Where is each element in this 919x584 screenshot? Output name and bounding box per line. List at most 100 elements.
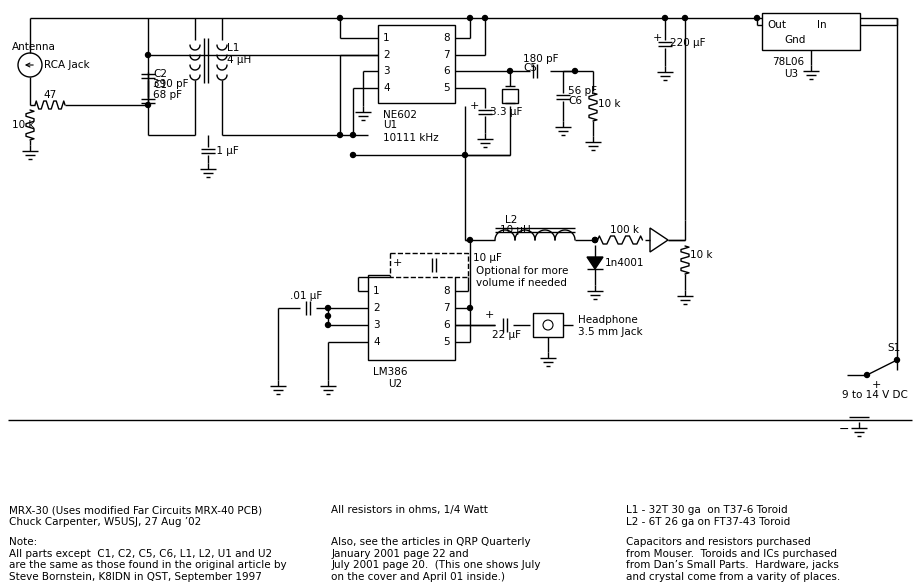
- Text: 1: 1: [372, 286, 380, 296]
- Polygon shape: [586, 257, 602, 269]
- Circle shape: [572, 68, 577, 74]
- Circle shape: [467, 305, 472, 311]
- Text: 10111 kHz: 10111 kHz: [382, 133, 438, 143]
- Text: 10 k: 10 k: [12, 120, 35, 130]
- Text: Antenna: Antenna: [12, 42, 56, 52]
- Text: 3.3 μF: 3.3 μF: [490, 107, 522, 117]
- Text: 3: 3: [382, 66, 390, 76]
- Circle shape: [325, 314, 330, 318]
- Text: L1: L1: [227, 43, 239, 53]
- Text: S1: S1: [886, 343, 900, 353]
- Text: .01 μF: .01 μF: [289, 291, 322, 301]
- Text: 2: 2: [382, 50, 390, 60]
- Bar: [390, 253, 468, 277]
- Text: −: −: [838, 422, 848, 436]
- Text: 10 k: 10 k: [597, 99, 619, 109]
- Text: 7: 7: [443, 303, 449, 313]
- Text: +: +: [871, 380, 880, 390]
- Text: C2: C2: [153, 69, 167, 79]
- Text: 10 μH: 10 μH: [499, 225, 530, 235]
- Text: Headphone: Headphone: [577, 315, 637, 325]
- Text: +: +: [484, 310, 494, 320]
- Text: U3: U3: [783, 69, 798, 79]
- Text: 1n4001: 1n4001: [605, 258, 644, 268]
- Bar: [761, 13, 859, 50]
- Bar: [532, 313, 562, 337]
- Circle shape: [864, 373, 868, 377]
- Text: LM386: LM386: [372, 367, 407, 377]
- Circle shape: [337, 16, 342, 20]
- Text: RCA Jack: RCA Jack: [44, 60, 89, 70]
- Circle shape: [462, 152, 467, 158]
- Text: 5: 5: [443, 337, 449, 347]
- Text: Note:
All parts except  C1, C2, C5, C6, L1, L2, U1 and U2
are the same as those : Note: All parts except C1, C2, C5, C6, L…: [9, 537, 287, 582]
- Circle shape: [145, 103, 151, 107]
- Circle shape: [662, 16, 667, 20]
- Text: C5: C5: [522, 63, 537, 73]
- Text: L2: L2: [505, 215, 516, 225]
- Circle shape: [145, 53, 151, 57]
- Text: 7: 7: [443, 50, 449, 60]
- Text: All resistors in ohms, 1/4 Watt: All resistors in ohms, 1/4 Watt: [331, 505, 488, 515]
- Circle shape: [754, 16, 759, 20]
- Text: 100 k: 100 k: [609, 225, 639, 235]
- Circle shape: [325, 322, 330, 328]
- Text: .1 μF: .1 μF: [213, 146, 239, 156]
- Text: 78L06: 78L06: [771, 57, 803, 67]
- Text: 4: 4: [372, 337, 380, 347]
- Text: Optional for more: Optional for more: [475, 266, 568, 276]
- Circle shape: [682, 16, 686, 20]
- Text: L1 - 32T 30 ga  on T37-6 Toroid
L2 - 6T 26 ga on FT37-43 Toroid: L1 - 32T 30 ga on T37-6 Toroid L2 - 6T 2…: [625, 505, 789, 527]
- Circle shape: [592, 238, 596, 242]
- Text: +: +: [470, 101, 479, 111]
- Text: 6: 6: [443, 66, 449, 76]
- Text: 8: 8: [443, 286, 449, 296]
- Text: C1: C1: [153, 80, 167, 90]
- Text: 5: 5: [443, 83, 449, 93]
- Text: 220 μF: 220 μF: [669, 38, 705, 48]
- Text: 3: 3: [372, 320, 380, 330]
- Text: MRX-30 (Uses modified Far Circuits MRX-40 PCB)
Chuck Carpenter, W5USJ, 27 Aug ’0: MRX-30 (Uses modified Far Circuits MRX-4…: [9, 505, 262, 527]
- Text: 180 pF: 180 pF: [522, 54, 558, 64]
- Bar: [502, 89, 517, 103]
- Text: 2: 2: [372, 303, 380, 313]
- Text: Out: Out: [766, 20, 785, 30]
- Circle shape: [482, 16, 487, 20]
- Text: In: In: [816, 20, 826, 30]
- Circle shape: [507, 68, 512, 74]
- Text: volume if needed: volume if needed: [475, 278, 566, 288]
- Text: 6: 6: [443, 320, 449, 330]
- Text: +: +: [652, 33, 662, 43]
- Text: 1: 1: [382, 33, 390, 43]
- Circle shape: [592, 238, 596, 242]
- Text: 4: 4: [382, 83, 390, 93]
- Bar: [368, 275, 455, 360]
- Circle shape: [893, 357, 899, 363]
- Text: 22 μF: 22 μF: [492, 330, 520, 340]
- Text: 68 pF: 68 pF: [153, 90, 182, 100]
- Text: 8: 8: [443, 33, 449, 43]
- Text: U2: U2: [388, 379, 402, 389]
- Circle shape: [350, 133, 355, 137]
- Text: 10 k: 10 k: [689, 250, 711, 260]
- Text: U1: U1: [382, 120, 397, 130]
- Circle shape: [467, 238, 472, 242]
- Circle shape: [337, 133, 342, 137]
- Circle shape: [350, 152, 355, 158]
- Text: Gnd: Gnd: [783, 35, 804, 45]
- Text: 3.5 mm Jack: 3.5 mm Jack: [577, 327, 642, 337]
- Text: 390 pF: 390 pF: [153, 79, 188, 89]
- Circle shape: [325, 305, 330, 311]
- Text: +: +: [392, 258, 402, 268]
- Text: 56 pF: 56 pF: [567, 86, 596, 96]
- Text: C6: C6: [567, 96, 582, 106]
- Text: Capacitors and resistors purchased
from Mouser.  Toroids and ICs purchased
from : Capacitors and resistors purchased from …: [625, 537, 839, 582]
- Circle shape: [467, 16, 472, 20]
- Text: 9 to 14 V DC: 9 to 14 V DC: [841, 390, 907, 400]
- Text: 47: 47: [43, 90, 57, 100]
- Text: NE602: NE602: [382, 110, 416, 120]
- Bar: [378, 25, 455, 103]
- Text: 10 μF: 10 μF: [472, 253, 502, 263]
- Text: Also, see the articles in QRP Quarterly
January 2001 page 22 and
July 2001 page : Also, see the articles in QRP Quarterly …: [331, 537, 540, 582]
- Text: 4 μH: 4 μH: [227, 55, 251, 65]
